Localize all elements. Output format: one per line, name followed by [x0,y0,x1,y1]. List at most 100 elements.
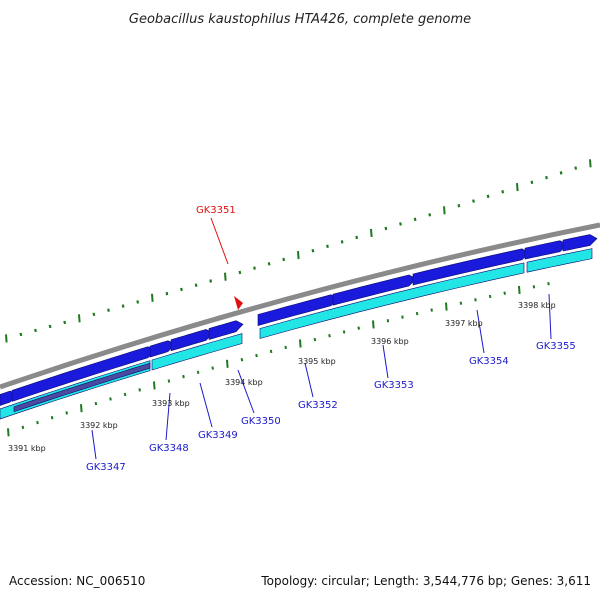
tick-mark [267,262,271,266]
tick-mark [284,345,287,350]
tick-mark [224,272,227,281]
tick-mark [532,285,536,289]
forward-gene-track [0,234,598,406]
tick-mark [21,425,25,430]
tick-mark [282,257,286,262]
leader-line [199,382,213,428]
tick-mark [138,388,141,392]
tick-mark [386,319,390,323]
tick-mark [445,302,448,311]
reverse-gene [151,333,243,371]
tick-mark [107,308,110,312]
leader-line [548,293,552,340]
reverse-gene-track [0,248,593,420]
selection-marker [234,296,243,310]
tick-mark [209,279,213,283]
tick-mark [240,357,244,362]
tick-mark [153,381,156,390]
tick-mark [5,334,8,343]
gene-label-gk3351[interactable]: GK3351 [196,205,236,216]
tick-mark [328,334,331,338]
leader-line [476,309,485,354]
tick-mark [430,308,433,312]
tick-mark [238,270,242,275]
gene-label-gk3350[interactable]: GK3350 [241,416,281,427]
tick-mark [355,235,359,240]
tick-mark [7,428,10,437]
tick-mark [80,404,83,413]
leader-line [165,392,171,441]
map-title: Geobacillus kaustophilus HTA426, complet… [129,12,471,27]
tick-mark [313,337,317,342]
leader-line [210,217,229,265]
tick-mark [342,330,346,334]
reverse-gene [259,262,525,339]
reverse-gene [526,248,593,273]
tick-mark [413,217,417,222]
tick-mark [401,315,404,319]
tick-mark [36,420,39,425]
tick-mark [226,359,229,368]
tick-mark [94,401,98,406]
leader-line [304,362,314,398]
kbp-label: 3395 kbp [298,357,336,366]
leader-line [91,429,97,460]
gene-label-gk3348[interactable]: GK3348 [149,443,189,454]
tick-mark [530,180,534,185]
genome-stats: Topology: circular; Length: 3,544,776 bp… [261,574,591,588]
kbp-label: 3398 kbp [518,301,556,310]
tick-mark [50,416,54,420]
tick-mark [34,328,37,333]
tick-mark [48,324,52,329]
tick-mark [559,171,563,175]
tick-mark [326,244,329,249]
tick-mark [151,293,154,302]
gene-label-gk3354[interactable]: GK3354 [469,356,509,367]
tick-mark [574,166,578,170]
forward-gene [562,234,598,252]
tick-mark [182,374,185,379]
tick-track [5,159,592,343]
gene-label-gk3352[interactable]: GK3352 [298,400,338,411]
accession-label: Accession: NC_006510 [9,574,146,588]
tick-mark [516,182,519,192]
tick-mark [136,300,140,304]
tick-mark [180,287,183,292]
tick-mark [269,349,273,354]
tick-mark [123,392,127,397]
gene-label-gk3355[interactable]: GK3355 [536,341,576,352]
tick-mark [474,298,477,302]
genome-backbone [0,222,600,390]
tick-mark [472,199,475,203]
gene-label-gk3347[interactable]: GK3347 [86,462,126,473]
tick-mark [503,291,506,295]
tick-mark [459,301,463,305]
tick-mark [311,248,315,253]
gene-label-leaders [91,217,552,460]
tick-mark [65,411,68,415]
tick-mark [121,304,125,308]
tick-mark [547,281,550,286]
tick-mark [297,251,300,260]
tick-mark [253,266,256,270]
forward-gene [208,320,244,340]
gene-label-gk3349[interactable]: GK3349 [198,430,238,441]
tick-mark [501,190,505,194]
leader-line [382,344,389,379]
tick-mark [340,240,344,244]
highlighted-gene [13,362,151,413]
tick-mark [92,312,96,317]
kbp-label: 3391 kbp [8,444,46,453]
tick-mark [384,226,388,231]
kbp-label: 3392 kbp [80,421,118,430]
tick-mark [63,320,67,325]
tick-mark [399,222,402,226]
kbp-label: 3394 kbp [225,378,263,387]
gene-label-gk3353[interactable]: GK3353 [374,380,414,391]
lower-tick-track [7,281,550,437]
gene-labels: GK3351 GK3347 GK3348 GK3349 GK3350 GK335… [86,205,576,473]
tick-mark [443,206,446,215]
leader-line [237,369,255,414]
tick-mark [299,339,302,348]
